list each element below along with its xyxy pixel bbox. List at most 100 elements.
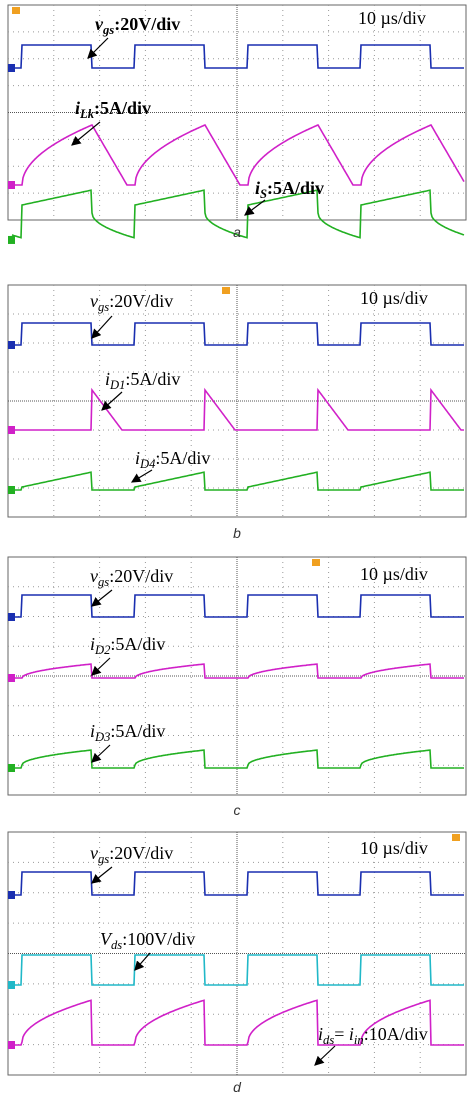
subscript: D2 bbox=[94, 643, 111, 657]
timebase: 10 µs/div bbox=[360, 288, 428, 308]
trigger-marker bbox=[312, 559, 320, 566]
channel-marker bbox=[8, 341, 15, 349]
waveform bbox=[12, 44, 464, 69]
waveform bbox=[12, 387, 464, 431]
subscript: gs bbox=[98, 575, 109, 589]
subscript: D1 bbox=[109, 378, 125, 392]
label-text: :10A/div bbox=[364, 1024, 428, 1044]
arrow bbox=[91, 315, 113, 339]
subscript: Lk bbox=[79, 107, 95, 121]
trigger-marker bbox=[222, 287, 230, 294]
label-text: V bbox=[100, 929, 113, 949]
label-text: v bbox=[95, 14, 104, 34]
label-text: :5A/div bbox=[125, 369, 180, 389]
channel-marker bbox=[8, 891, 15, 899]
label-text: v bbox=[90, 291, 98, 311]
channel-marker bbox=[8, 235, 15, 244]
signal-label: iD2:5A/div bbox=[90, 634, 165, 657]
label-text: :5A/div bbox=[155, 448, 210, 468]
signal-label: vgs:20V/div bbox=[90, 566, 173, 589]
trigger-marker bbox=[452, 834, 460, 841]
label-text: i bbox=[255, 178, 260, 198]
channel-marker bbox=[8, 486, 15, 494]
trigger-marker bbox=[12, 7, 20, 14]
arrow bbox=[134, 952, 151, 971]
signal-label: vgs:20V/div bbox=[95, 14, 180, 37]
waveform bbox=[12, 471, 464, 491]
signal-label: iLk:5A/div bbox=[75, 98, 151, 121]
subscript: in bbox=[354, 1033, 364, 1047]
label-text: :5A/div bbox=[110, 634, 165, 654]
subscript: ds bbox=[323, 1033, 334, 1047]
scope-screen bbox=[7, 284, 467, 518]
timebase: 10 µs/div bbox=[358, 8, 426, 28]
label-text: :5A/div bbox=[267, 178, 324, 198]
arrow bbox=[101, 391, 123, 411]
panel-caption: a bbox=[233, 224, 241, 240]
label-text: i bbox=[90, 721, 95, 741]
arrow bbox=[314, 1045, 336, 1066]
waveform bbox=[12, 954, 464, 986]
label-text: :20V/div bbox=[109, 843, 173, 863]
timebase: 10 µs/div bbox=[360, 564, 428, 584]
arrow bbox=[91, 744, 111, 763]
scope-screen bbox=[7, 831, 467, 1076]
signal-label: vgs:20V/div bbox=[90, 843, 173, 866]
waveform bbox=[12, 999, 464, 1046]
label-text: = bbox=[334, 1024, 349, 1044]
channel-marker bbox=[8, 674, 15, 682]
channel-marker bbox=[8, 426, 15, 434]
subscript: D3 bbox=[94, 730, 110, 744]
label-text: :100V/div bbox=[122, 929, 195, 949]
label-text: i bbox=[90, 634, 95, 654]
label-text: i bbox=[135, 448, 140, 468]
label-text: :5A/div bbox=[110, 721, 165, 741]
arrow bbox=[87, 37, 109, 59]
label-text: :20V/div bbox=[109, 566, 173, 586]
arrow bbox=[244, 199, 266, 216]
channel-marker bbox=[8, 981, 15, 989]
label-text: i bbox=[75, 98, 80, 118]
channel-marker bbox=[8, 764, 15, 772]
signal-label: Vds:100V/div bbox=[100, 929, 195, 952]
label-text: v bbox=[90, 566, 98, 586]
label-text: :5A/div bbox=[94, 98, 151, 118]
arrow bbox=[71, 121, 101, 146]
label-text: :20V/div bbox=[109, 291, 173, 311]
waveform bbox=[12, 594, 464, 618]
subscript: gs bbox=[98, 852, 109, 866]
signal-label: iD1:5A/div bbox=[105, 369, 180, 392]
channel-marker bbox=[8, 64, 15, 72]
arrow bbox=[130, 469, 153, 483]
signal-label: iS:5A/div bbox=[255, 178, 324, 201]
waveform bbox=[11, 189, 465, 239]
scope-screen bbox=[7, 556, 467, 796]
subscript: S bbox=[260, 187, 267, 201]
subscript: D4 bbox=[139, 457, 156, 471]
label-text: i bbox=[105, 369, 110, 389]
signal-label: vgs:20V/div bbox=[90, 291, 173, 314]
arrow bbox=[91, 589, 113, 607]
channel-marker bbox=[8, 1041, 15, 1049]
signal-label: iD3:5A/div bbox=[90, 721, 165, 744]
waveform bbox=[12, 871, 464, 896]
label-text: i bbox=[318, 1024, 323, 1044]
waveform bbox=[12, 322, 464, 346]
subscript: gs bbox=[102, 23, 114, 37]
timebase: 10 µs/div bbox=[360, 838, 428, 858]
waveform bbox=[12, 749, 464, 769]
channel-marker bbox=[8, 181, 15, 189]
panel-caption: c bbox=[234, 802, 241, 818]
label-text: i bbox=[349, 1024, 354, 1044]
scope-screen bbox=[7, 4, 467, 244]
waveform bbox=[12, 663, 464, 679]
signal-label: iD4:5A/div bbox=[135, 448, 210, 471]
waveform bbox=[11, 124, 465, 186]
signal-label: ids= iin:10A/div bbox=[318, 1024, 428, 1047]
label-text: v bbox=[90, 843, 98, 863]
channel-marker bbox=[8, 613, 15, 621]
arrow bbox=[91, 657, 111, 676]
arrow bbox=[91, 866, 113, 884]
subscript: ds bbox=[111, 938, 122, 952]
